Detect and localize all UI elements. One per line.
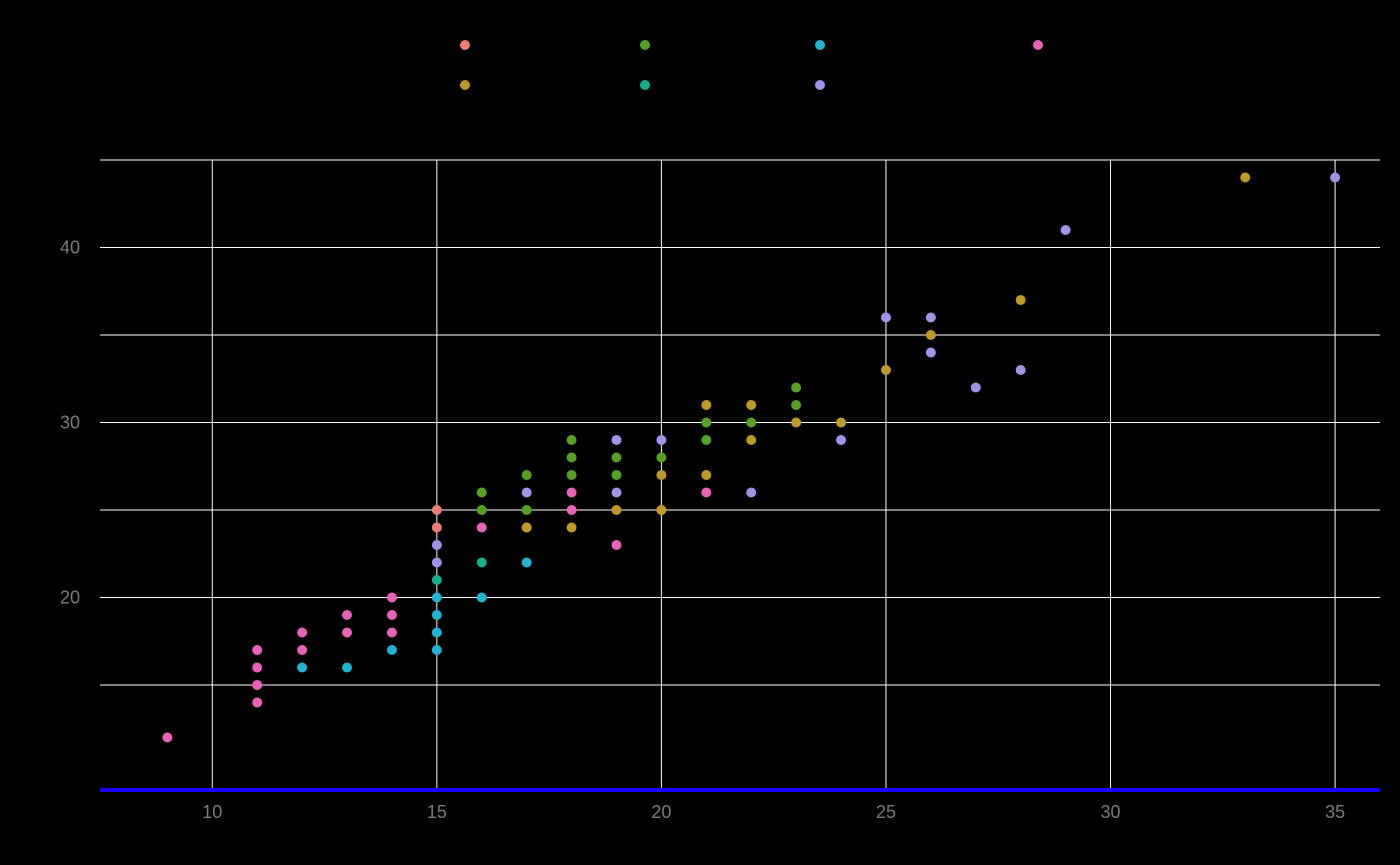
data-point [881, 313, 891, 323]
data-point [611, 435, 621, 445]
data-point [791, 418, 801, 428]
data-point [1330, 173, 1340, 183]
data-point [252, 663, 262, 673]
data-point [567, 453, 577, 463]
data-point [656, 453, 666, 463]
data-point [567, 505, 577, 515]
data-point [791, 383, 801, 393]
data-point [387, 645, 397, 655]
legend-marker [640, 80, 650, 90]
legend-marker [815, 40, 825, 50]
data-point [701, 470, 711, 480]
data-point [432, 645, 442, 655]
data-point [701, 400, 711, 410]
data-point [656, 435, 666, 445]
legend-marker [460, 80, 470, 90]
data-point [656, 505, 666, 515]
data-point [432, 628, 442, 638]
data-point [746, 400, 756, 410]
data-point [746, 435, 756, 445]
data-point [611, 470, 621, 480]
data-point [926, 330, 936, 340]
data-point [432, 540, 442, 550]
data-point [746, 488, 756, 498]
data-point [1061, 225, 1071, 235]
y-tick-label: 30 [60, 413, 80, 433]
data-point [342, 628, 352, 638]
data-point [342, 663, 352, 673]
data-point [477, 558, 487, 568]
data-point [926, 348, 936, 358]
scatter-chart: 10 15 20 25 30 35 20 30 40 [0, 0, 1400, 865]
data-point [297, 628, 307, 638]
data-point [611, 505, 621, 515]
data-point [1016, 365, 1026, 375]
data-point [477, 488, 487, 498]
x-tick-label: 35 [1325, 802, 1345, 822]
data-point [1016, 295, 1026, 305]
data-point [432, 505, 442, 515]
data-point [477, 593, 487, 603]
data-point [252, 680, 262, 690]
legend-marker [815, 80, 825, 90]
data-point [746, 418, 756, 428]
data-point [297, 645, 307, 655]
data-point [162, 733, 172, 743]
data-point [881, 365, 891, 375]
data-point [656, 470, 666, 480]
data-point [701, 488, 711, 498]
y-tick-label: 40 [60, 238, 80, 258]
data-point [567, 435, 577, 445]
data-point [836, 418, 846, 428]
data-point [567, 488, 577, 498]
legend-marker [640, 40, 650, 50]
data-point [522, 558, 532, 568]
data-point [432, 523, 442, 533]
data-point [387, 610, 397, 620]
data-point [567, 470, 577, 480]
y-tick-label: 20 [60, 588, 80, 608]
data-point [432, 575, 442, 585]
data-point [297, 663, 307, 673]
data-point [701, 435, 711, 445]
x-tick-label: 30 [1101, 802, 1121, 822]
data-point [387, 593, 397, 603]
data-point [342, 610, 352, 620]
data-point [522, 488, 532, 498]
data-point [522, 470, 532, 480]
data-point [522, 523, 532, 533]
data-point [477, 505, 487, 515]
data-point [611, 540, 621, 550]
legend-marker [460, 40, 470, 50]
data-point [611, 488, 621, 498]
data-point [791, 400, 801, 410]
data-point [701, 418, 711, 428]
data-point [926, 313, 936, 323]
data-point [477, 523, 487, 533]
data-point [1240, 173, 1250, 183]
x-tick-label: 25 [876, 802, 896, 822]
data-point [387, 628, 397, 638]
data-point [836, 435, 846, 445]
data-point [432, 593, 442, 603]
data-point [252, 645, 262, 655]
legend-marker [1033, 40, 1043, 50]
data-point [522, 505, 532, 515]
data-point [611, 453, 621, 463]
data-point [252, 698, 262, 708]
x-tick-label: 15 [427, 802, 447, 822]
data-point [432, 610, 442, 620]
data-point [971, 383, 981, 393]
data-point [432, 558, 442, 568]
x-tick-label: 20 [651, 802, 671, 822]
data-point [567, 523, 577, 533]
x-tick-label: 10 [202, 802, 222, 822]
